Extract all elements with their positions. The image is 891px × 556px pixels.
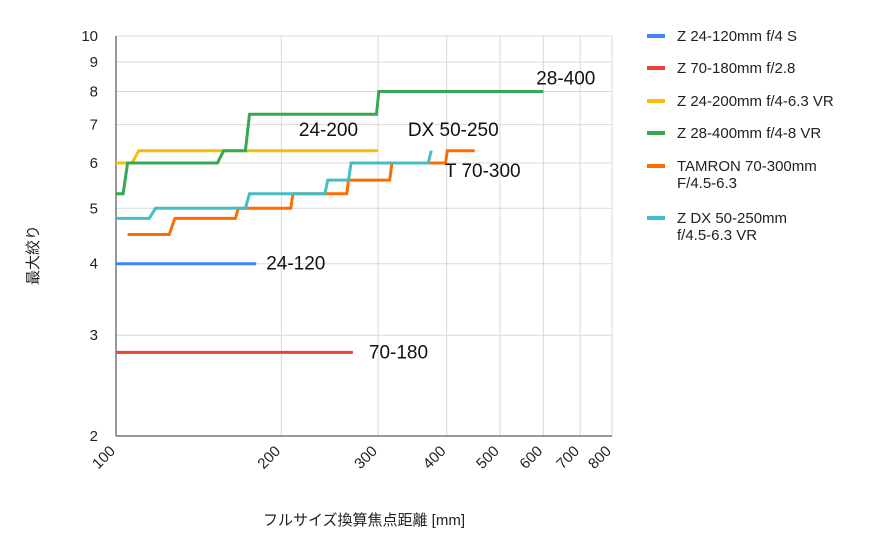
grid-lines <box>115 35 613 437</box>
series-annotations: 24-120 70-180 24-200 28-400 T 70-300 DX 50-25… <box>266 68 595 363</box>
legend-label-3: Z 24-200mm f/4-6.3 VR <box>677 93 834 110</box>
series-annotation-4: 28-400 <box>536 68 595 89</box>
legend-label-4: Z 28-400mm f/4-8 VR <box>677 125 821 142</box>
legend-label-6: Z DX 50-250mm <box>677 210 787 227</box>
series-annotation-3: 24-200 <box>299 120 358 141</box>
series-line-4 <box>116 90 544 196</box>
legend-label-1: Z 24-120mm f/4 S <box>677 28 797 45</box>
x-tick-label: 100 <box>89 443 119 473</box>
x-axis-title: フルサイズ換算焦点距離 [mm] <box>263 511 465 529</box>
y-tick-label: 4 <box>90 256 98 273</box>
series-line-6 <box>116 150 433 220</box>
legend: Z 24-120mm f/4 S Z 70-180mm f/2.8 Z 24-200… <box>647 28 834 244</box>
x-tick-label: 300 <box>351 443 381 473</box>
legend-label-5-line2: F/4.5-6.3 <box>677 175 737 192</box>
series-annotation-2: 70-180 <box>369 342 428 363</box>
series-annotation-1: 24-120 <box>266 254 325 275</box>
x-tick-label: 800 <box>585 443 615 473</box>
series-line-3 <box>116 149 378 165</box>
y-tick-label: 5 <box>90 200 98 217</box>
legend-label-2: Z 70-180mm f/2.8 <box>677 60 795 77</box>
axes <box>115 36 612 437</box>
series-lines <box>116 90 544 354</box>
y-axis-title: 最大絞り <box>24 225 42 285</box>
y-tick-label: 8 <box>90 83 98 100</box>
y-tick-label: 9 <box>90 54 98 71</box>
y-tick-label: 3 <box>90 327 98 344</box>
y-tick-label: 6 <box>90 155 98 172</box>
legend-label-6-line2: f/4.5-6.3 VR <box>677 227 757 244</box>
x-tick-label: 600 <box>516 443 546 473</box>
x-tick-labels: 100 200 300 400 500 600 700 800 <box>89 443 615 473</box>
legend-label-5: TAMRON 70-300mm <box>677 158 817 175</box>
series-annotation-6: DX 50-250 <box>408 120 499 141</box>
y-tick-label: 2 <box>90 428 98 445</box>
x-tick-label: 700 <box>553 443 583 473</box>
y-tick-label: 10 <box>81 28 98 45</box>
y-tick-labels: 2 3 4 5 6 7 8 9 10 <box>81 28 98 445</box>
x-tick-label: 500 <box>473 443 503 473</box>
x-tick-label: 200 <box>254 443 284 473</box>
x-tick-label: 400 <box>420 443 450 473</box>
y-tick-label: 7 <box>90 117 98 134</box>
series-annotation-5: T 70-300 <box>445 161 521 182</box>
